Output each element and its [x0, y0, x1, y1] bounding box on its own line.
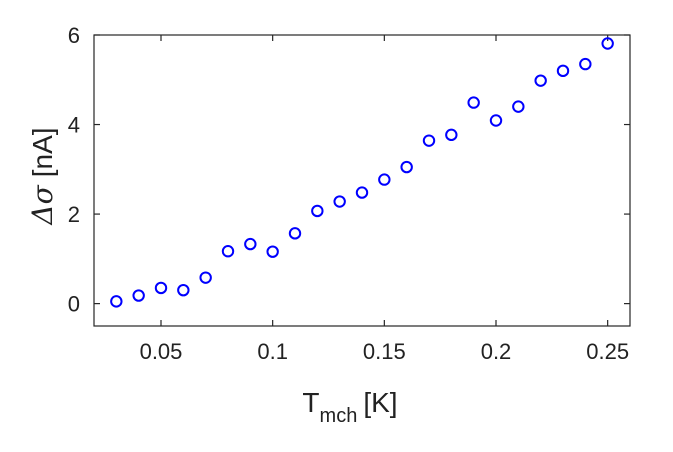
data-point [400, 160, 413, 174]
x-tick-label: 0.15 [363, 339, 406, 364]
y-axis-label-symbol: Δσ [26, 184, 59, 225]
y-axis-label: Δσ [nA] [26, 127, 59, 225]
data-point [177, 283, 190, 297]
data-point [132, 289, 145, 302]
data-point [244, 237, 257, 251]
y-axis-label-unit: [nA] [27, 127, 58, 177]
data-point [556, 64, 570, 78]
data-point [311, 204, 324, 218]
data-point [534, 74, 547, 87]
data-point [355, 186, 369, 199]
x-tick-label: 0.05 [140, 339, 183, 364]
data-point [445, 128, 458, 142]
x-axis-label-unit: [K] [363, 387, 397, 418]
data-point [512, 100, 525, 113]
data-point [154, 281, 168, 295]
x-tick-label: 0.2 [481, 339, 512, 364]
data-points [110, 37, 614, 308]
x-axis-label-main: T [302, 387, 319, 418]
y-tick-label: 2 [68, 202, 80, 227]
data-point [266, 245, 279, 258]
data-point [199, 271, 212, 284]
data-point [489, 114, 503, 127]
x-axis-label: Tmch [K] [302, 387, 397, 427]
plot-area [93, 34, 631, 327]
data-point [579, 57, 592, 71]
data-point [378, 173, 391, 186]
data-point [467, 96, 480, 109]
tick-marks [94, 34, 630, 326]
x-tick-label: 0.25 [586, 339, 629, 364]
axes-box [93, 34, 631, 327]
data-point [110, 295, 123, 308]
data-point [221, 245, 235, 258]
data-point [288, 227, 302, 240]
y-tick-label: 6 [68, 23, 80, 48]
data-point [333, 195, 346, 208]
x-axis-label-subscript: mch [320, 405, 358, 427]
x-tick-label: 0.1 [257, 339, 288, 364]
data-point [422, 134, 436, 147]
y-tick-label: 4 [68, 113, 80, 138]
tick-labels: 0.05 0.1 0.15 0.2 0.25 0 2 4 6 [68, 23, 629, 364]
y-tick-label: 0 [68, 292, 80, 317]
data-point [601, 37, 614, 50]
